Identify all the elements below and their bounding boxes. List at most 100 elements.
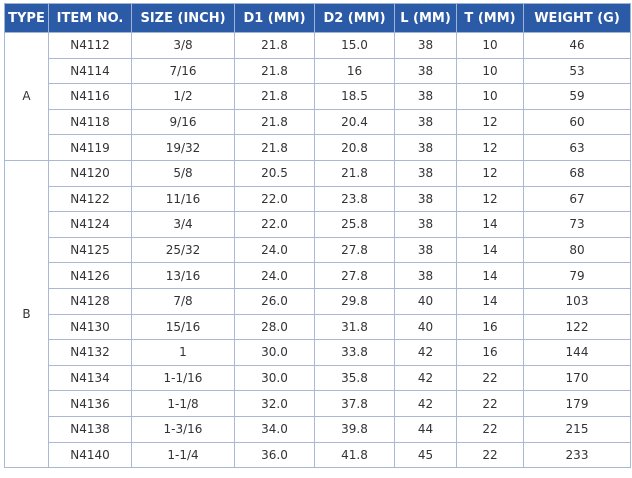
table-cell: 1-1/16 [131, 364, 235, 392]
table-cell: 38 [394, 159, 457, 187]
table-cell: N4126 [48, 262, 132, 289]
table-body: A N4112 3/8 21.8 15.0 38 10 46 N4114 7/16 21.8 16 38… [4, 32, 631, 469]
table-cell: N4140 [48, 441, 132, 469]
header-cell: L (MM) [394, 3, 457, 33]
table-cell: 21.8 [234, 83, 315, 110]
table-cell: 60 [523, 108, 631, 136]
table-cell: 14 [456, 287, 524, 315]
table-row: N4134 1-1/16 30.0 35.8 42 22 170 [5, 364, 631, 392]
table-cell: 36.0 [234, 441, 315, 469]
table-cell: N4128 [48, 287, 132, 315]
header-cell: D1 (MM) [234, 3, 315, 33]
table-cell: 38 [394, 83, 457, 110]
table-cell: 12 [456, 108, 524, 136]
table-row: N4122 11/16 22.0 23.8 38 12 67 [5, 185, 631, 213]
table-cell: 10 [456, 83, 524, 110]
table-cell: 215 [523, 415, 631, 443]
table-cell: 21.8 [234, 32, 315, 59]
table-cell: 10 [456, 57, 524, 85]
table-cell: 9/16 [131, 108, 235, 136]
table-cell: N4116 [48, 83, 132, 110]
table-row: N4136 1-1/8 32.0 37.8 42 22 179 [5, 390, 631, 417]
table-row: N4128 7/8 26.0 29.8 40 14 103 [5, 287, 631, 315]
table-cell: 38 [394, 134, 457, 161]
table-cell: 233 [523, 441, 631, 469]
table-cell: 38 [394, 262, 457, 289]
table-cell: 24.0 [234, 262, 315, 289]
table-cell: N4132 [48, 339, 132, 366]
table-cell: 15.0 [314, 32, 395, 59]
table-cell: N4124 [48, 211, 132, 238]
table-cell: 103 [523, 287, 631, 315]
table-cell: 11/16 [131, 185, 235, 213]
table-cell: 27.8 [314, 262, 395, 289]
table-row: N4138 1-3/16 34.0 39.8 44 22 215 [5, 415, 631, 443]
table-cell: 37.8 [314, 390, 395, 417]
table-cell: N4125 [48, 236, 132, 264]
table-cell: 38 [394, 32, 457, 59]
table-cell: 1-3/16 [131, 415, 235, 443]
table-cell: 34.0 [234, 415, 315, 443]
table-cell: 30.0 [234, 364, 315, 392]
table-cell: N4114 [48, 57, 132, 85]
table-cell: 19/32 [131, 134, 235, 161]
table-cell: N4134 [48, 364, 132, 392]
table-row: N4119 19/32 21.8 20.8 38 12 63 [5, 134, 631, 161]
table-cell: 42 [394, 339, 457, 366]
table-cell: 13/16 [131, 262, 235, 289]
table-cell: 20.5 [234, 159, 315, 187]
table-cell: 22.0 [234, 211, 315, 238]
table-row: A N4112 3/8 21.8 15.0 38 10 46 [4, 32, 631, 161]
table-cell: 80 [523, 236, 631, 264]
type-cell: A [4, 32, 49, 161]
table-row: N4124 3/4 22.0 25.8 38 14 73 [5, 211, 631, 238]
table-cell: 38 [394, 236, 457, 264]
table-cell: 144 [523, 339, 631, 366]
table-row: N4118 9/16 21.8 20.4 38 12 60 [5, 108, 631, 136]
table-cell: 7/8 [131, 287, 235, 315]
table-cell: 45 [394, 441, 457, 469]
table-cell: 31.8 [314, 313, 395, 341]
table-cell: 38 [394, 57, 457, 85]
table-cell: 38 [394, 185, 457, 213]
header-cell: WEIGHT (G) [523, 3, 631, 33]
table-cell: N4119 [48, 134, 132, 161]
table-cell: 16 [314, 57, 395, 85]
table-cell: 22 [456, 441, 524, 469]
header-cell: TYPE [4, 3, 49, 33]
table-cell: 21.8 [234, 108, 315, 136]
table-cell: 14 [456, 236, 524, 264]
table-cell: 170 [523, 364, 631, 392]
table-cell: N4136 [48, 390, 132, 417]
table-cell: 28.0 [234, 313, 315, 341]
table-cell: 42 [394, 364, 457, 392]
spec-table: TYPE ITEM NO. SIZE (INCH) D1 (MM) D2 (MM) L (… [4, 3, 631, 469]
table-cell: 20.4 [314, 108, 395, 136]
table-cell: 32.0 [234, 390, 315, 417]
table-cell: 1 [131, 339, 235, 366]
table-cell: 40 [394, 313, 457, 341]
table-cell: 42 [394, 390, 457, 417]
table-cell: 63 [523, 134, 631, 161]
header-cell: SIZE (INCH) [131, 3, 235, 33]
table-cell: 39.8 [314, 415, 395, 443]
table-cell: 53 [523, 57, 631, 85]
table-cell: 21.8 [234, 57, 315, 85]
table-cell: 12 [456, 134, 524, 161]
table-cell: 38 [394, 108, 457, 136]
table-cell: 20.8 [314, 134, 395, 161]
table-row: N4140 1-1/4 36.0 41.8 45 22 233 [5, 441, 631, 469]
table-cell: N4120 [48, 159, 132, 187]
table-cell: 29.8 [314, 287, 395, 315]
table-cell: 1-1/4 [131, 441, 235, 469]
table-cell: 21.8 [234, 134, 315, 161]
table-row: N4132 1 30.0 33.8 42 16 144 [5, 339, 631, 366]
table-row: N4114 7/16 21.8 16 38 10 53 [5, 57, 631, 85]
table-cell: 3/8 [131, 32, 235, 59]
table-row: N4130 15/16 28.0 31.8 40 16 122 [5, 313, 631, 341]
table-cell: N4130 [48, 313, 132, 341]
table-cell: 7/16 [131, 57, 235, 85]
table-cell: 3/4 [131, 211, 235, 238]
table-cell: N4122 [48, 185, 132, 213]
